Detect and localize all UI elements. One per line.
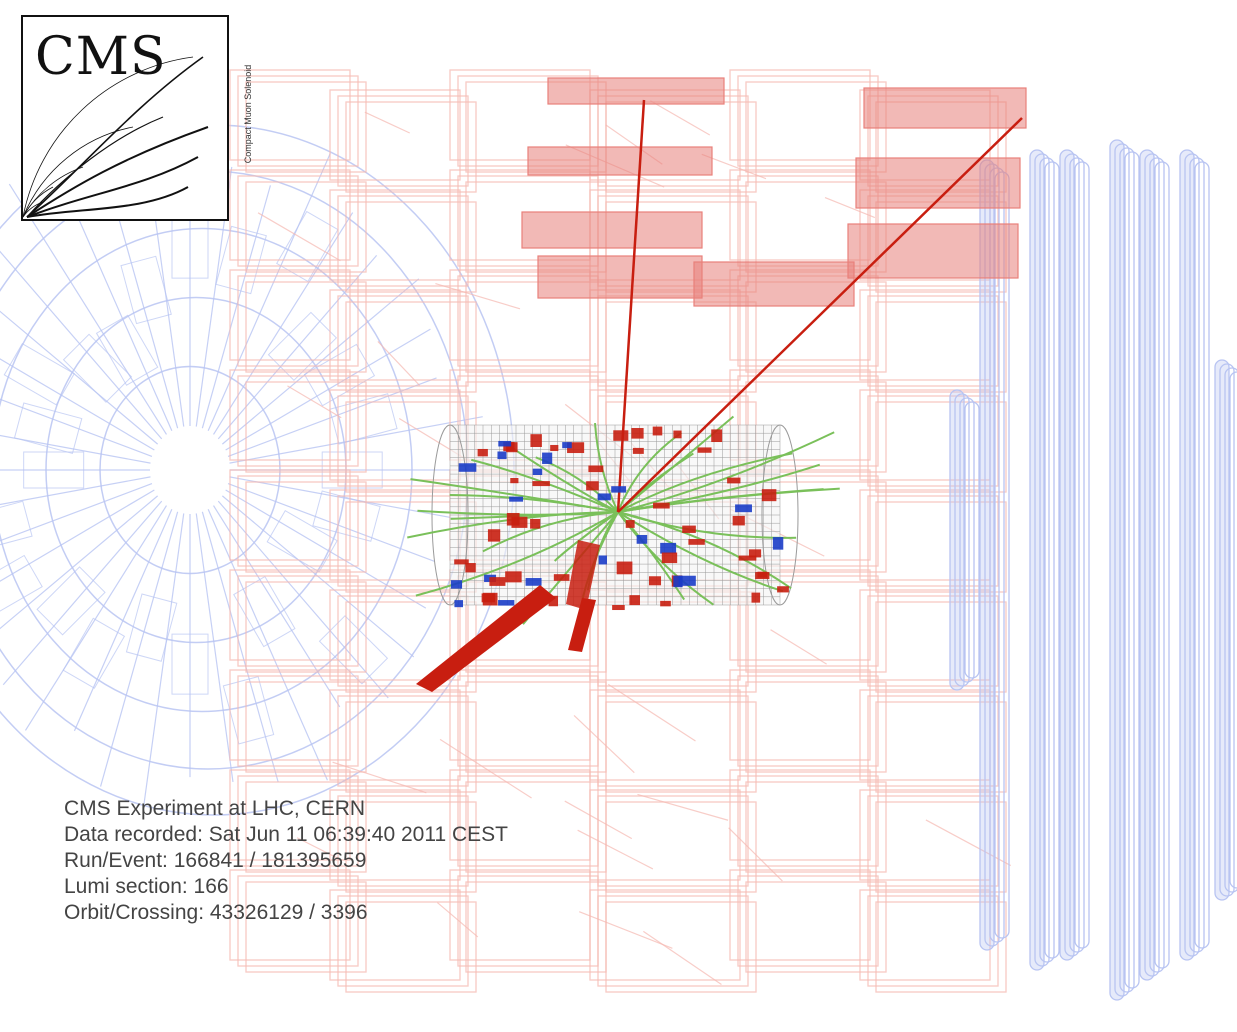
run-event-label: Run/Event: 166841 / 181395659	[64, 849, 367, 872]
calorimeter-deposits	[450, 426, 789, 611]
date-label: Data recorded: Sat Jun 11 06:39:40 2011 …	[64, 823, 509, 846]
experiment-label: CMS Experiment at LHC, CERN	[64, 797, 366, 820]
particle-tracks	[407, 99, 1023, 625]
logo-title: CMS	[35, 27, 167, 87]
cms-logo: CMS Compact Muon Solenoid	[21, 15, 253, 221]
cms-logo-tracks-icon	[23, 56, 209, 218]
event-info: CMS Experiment at LHC, CERN Data recorde…	[64, 796, 508, 926]
endcap-disks	[949, 139, 1237, 1001]
logo-subtitle: Compact Muon Solenoid	[243, 64, 253, 164]
lumi-label: Lumi section: 166	[64, 875, 229, 898]
jet-towers	[416, 540, 600, 692]
muon-hit-blocks	[521, 77, 1027, 307]
orbit-label: Orbit/Crossing: 43326129 / 3396	[64, 901, 368, 924]
